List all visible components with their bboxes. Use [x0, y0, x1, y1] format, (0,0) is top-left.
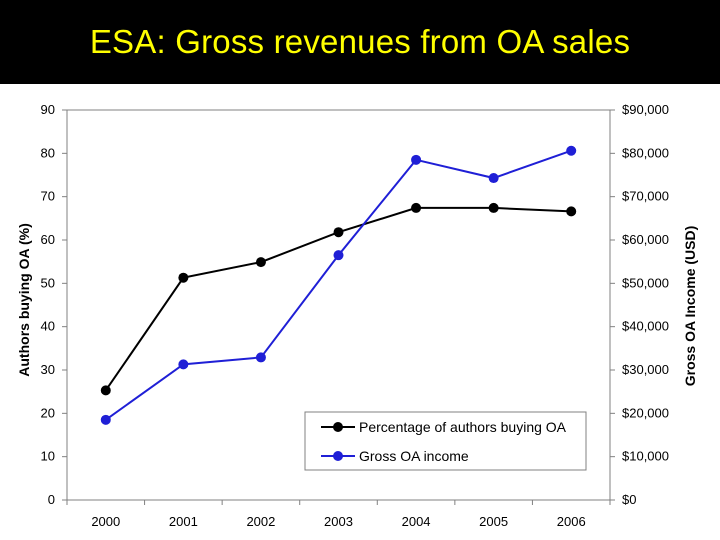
plot-frame — [66, 109, 611, 501]
y-left-tick-label: 80 — [41, 145, 55, 160]
y-left-tick-label: 20 — [41, 405, 55, 420]
x-tick-label: 2002 — [246, 514, 275, 529]
series-1-point — [411, 154, 422, 165]
series-1-point — [178, 359, 189, 370]
y-left-axis-title: Authors buying OA (%) — [16, 223, 32, 376]
y-right-tick-label: $20,000 — [622, 405, 669, 420]
legend-swatch-marker — [333, 451, 343, 461]
x-tick-label: 2005 — [479, 514, 508, 529]
chart: 0 10 20 30 40 50 60 70 80 90 $0 $10,000 $20,000 $30,… — [16, 102, 698, 529]
y-right-tick-label: $70,000 — [622, 189, 669, 204]
x-tick-label: 2006 — [557, 514, 586, 529]
y-right-tick-label: $30,000 — [622, 362, 669, 377]
series-1-point — [333, 250, 344, 261]
x-tick-label: 2001 — [169, 514, 198, 529]
series-0-point — [178, 272, 189, 283]
y-right-tick-label: $10,000 — [622, 449, 669, 464]
y-right-tick-label: $50,000 — [622, 275, 669, 290]
series-1-point — [255, 352, 266, 363]
x-tick-label: 2003 — [324, 514, 353, 529]
legend-swatch-marker — [333, 422, 343, 432]
legend-box — [304, 411, 587, 471]
y-right-axis-title: Gross OA Income (USD) — [682, 226, 698, 387]
slide-title: ESA: Gross revenues from OA sales — [89, 23, 631, 60]
y-right-tick-label: $60,000 — [622, 232, 669, 247]
legend-label: Percentage of authors buying OA — [359, 419, 567, 435]
series-line-1 — [105, 149, 572, 421]
y-right-tick-label: $90,000 — [622, 102, 669, 117]
series-1-point — [100, 414, 111, 425]
series-0-point — [488, 202, 499, 213]
legend-label: Gross OA income — [359, 448, 469, 464]
series-1-point — [566, 145, 577, 156]
series-0-point — [255, 257, 266, 268]
series-0-point — [333, 227, 344, 238]
x-tick-label: 2000 — [91, 514, 120, 529]
series-0-point — [566, 206, 577, 217]
x-tick-label: 2004 — [402, 514, 431, 529]
y-left-tick-label: 90 — [41, 102, 55, 117]
y-left-tick-label: 50 — [41, 275, 55, 290]
y-left-tick-label: 60 — [41, 232, 55, 247]
y-right-tick-label: $40,000 — [622, 319, 669, 334]
y-left-tick-label: 0 — [48, 492, 55, 507]
series-0-point — [100, 385, 111, 396]
y-left-tick-label: 30 — [41, 362, 55, 377]
y-right-tick-label: $80,000 — [622, 145, 669, 160]
y-right-tick-label: $0 — [622, 492, 636, 507]
series-1-point — [488, 173, 499, 184]
y-left-tick-label: 70 — [41, 189, 55, 204]
y-left-tick-label: 10 — [41, 449, 55, 464]
y-left-tick-label: 40 — [41, 319, 55, 334]
series-0-point — [411, 202, 422, 213]
